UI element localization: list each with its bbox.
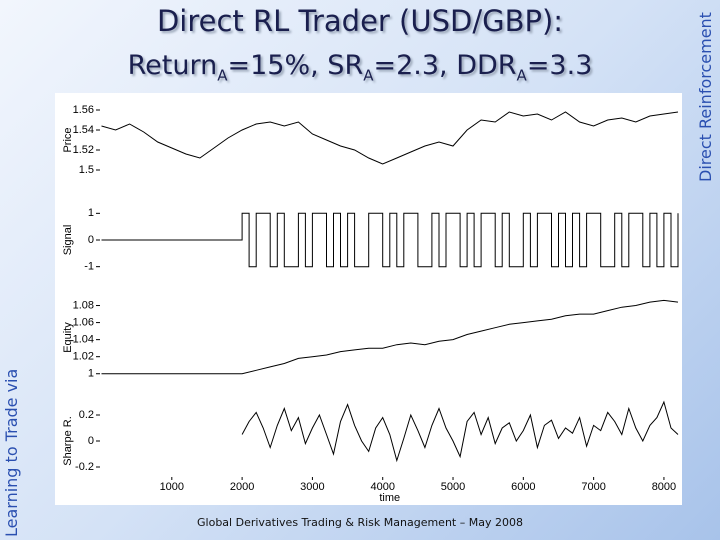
y-tick-label: -0.2 [75,461,94,473]
y-tick-label: 0 [88,234,94,246]
series-line [241,400,679,463]
y-tick-label: 1.52 [73,144,94,156]
y-tick-label: 1.06 [73,316,94,328]
footer: Global Derivatives Trading & Risk Manage… [197,516,523,529]
y-axis-label: Price [62,127,74,152]
subtitle-part: A [516,66,527,85]
y-tick-label: 1 [88,368,94,380]
y-axis-label: Sharpe R. [62,416,74,466]
y-tick-label: 0.2 [79,409,94,421]
x-tick-label: 5000 [441,481,465,493]
subtitle-part: =3.3 [526,50,593,81]
x-axis-label: time [379,492,400,504]
y-tick-label: 1.04 [73,334,94,346]
plot-background [55,93,682,505]
x-tick-label: 8000 [652,481,676,493]
subtitle-part: =15%, SR [227,50,364,81]
subtitle-part: Return [127,50,218,81]
subtitle-part: A [363,66,374,85]
x-tick-label: 2000 [230,481,254,493]
series-line [101,212,679,268]
y-tick-label: -1 [84,261,94,273]
x-tick-label: 1000 [160,481,184,493]
x-tick-label: 7000 [581,481,605,493]
subtitle-part: A [217,66,228,85]
y-axis-label: Signal [62,225,74,256]
series-line [101,299,679,375]
y-tick-label: 1.5 [79,164,94,176]
y-tick-label: 1.08 [73,299,94,311]
x-tick-label: 4000 [370,481,394,493]
y-tick-label: 1.02 [73,351,94,363]
series-line [101,111,679,165]
x-tick-label: 3000 [300,481,324,493]
subtitle: ReturnA=15%, SRA=2.3, DDRA=3.3 [0,50,720,84]
y-tick-label: 1.56 [73,104,94,116]
y-tick-label: 1.54 [73,124,94,136]
subtitle-part: =2.3, DDR [373,50,517,81]
title: Direct RL Trader (USD/GBP): [156,4,564,38]
x-tick-label: 6000 [511,481,535,493]
y-tick-label: 1 [88,207,94,219]
y-tick-label: 0 [88,435,94,447]
y-axis-label: Equity [62,322,74,353]
